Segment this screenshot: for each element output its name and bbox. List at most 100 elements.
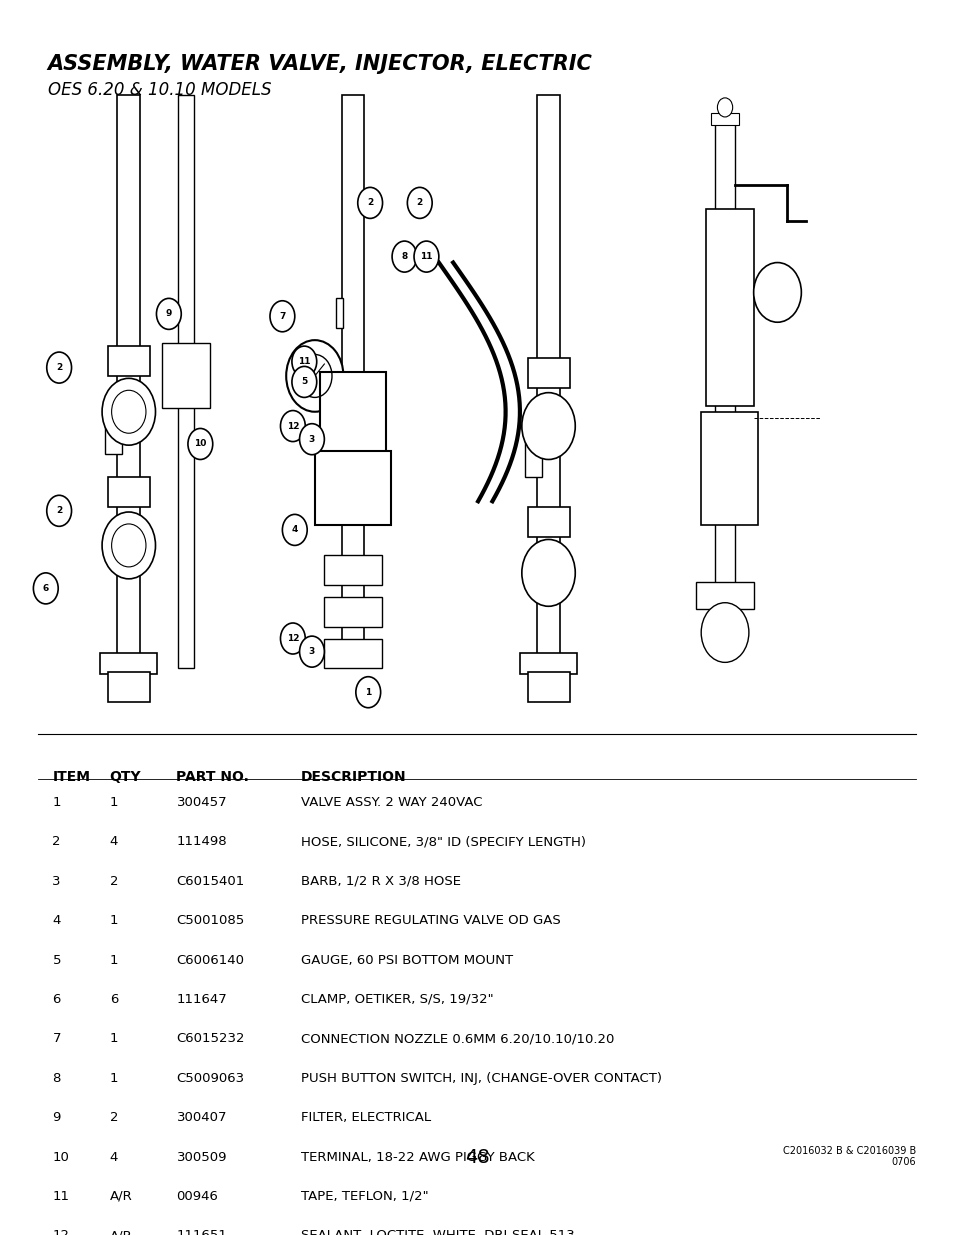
Text: 2: 2 bbox=[110, 1112, 118, 1124]
Circle shape bbox=[286, 340, 343, 411]
Bar bbox=[324, 555, 381, 585]
Text: 2: 2 bbox=[367, 199, 373, 207]
Text: 7: 7 bbox=[279, 311, 285, 321]
Text: A/R: A/R bbox=[110, 1189, 132, 1203]
Text: HOSE, SILICONE, 3/8" ID (SPECIFY LENGTH): HOSE, SILICONE, 3/8" ID (SPECIFY LENGTH) bbox=[300, 835, 585, 848]
Text: 48: 48 bbox=[464, 1149, 489, 1167]
Circle shape bbox=[47, 352, 71, 383]
Circle shape bbox=[700, 603, 748, 662]
Bar bbox=[108, 672, 150, 701]
Text: 6: 6 bbox=[52, 993, 61, 1007]
Text: ASSEMBLY, WATER VALVE, INJECTOR, ELECTRIC: ASSEMBLY, WATER VALVE, INJECTOR, ELECTRI… bbox=[48, 53, 592, 74]
Text: 3: 3 bbox=[309, 647, 314, 656]
Bar bbox=[537, 95, 559, 668]
Bar bbox=[314, 451, 391, 525]
Text: TAPE, TEFLON, 1/2": TAPE, TEFLON, 1/2" bbox=[300, 1189, 428, 1203]
Circle shape bbox=[102, 513, 155, 579]
Circle shape bbox=[392, 241, 416, 272]
Circle shape bbox=[156, 299, 181, 330]
Text: 3: 3 bbox=[52, 874, 61, 888]
Bar bbox=[341, 95, 364, 668]
Text: CLAMP, OETIKER, S/S, 19/32": CLAMP, OETIKER, S/S, 19/32" bbox=[300, 993, 493, 1007]
Text: 1: 1 bbox=[52, 797, 61, 809]
Text: C6006140: C6006140 bbox=[176, 953, 244, 967]
Text: PART NO.: PART NO. bbox=[176, 769, 249, 784]
Text: 2: 2 bbox=[110, 874, 118, 888]
Circle shape bbox=[407, 188, 432, 219]
Circle shape bbox=[357, 188, 382, 219]
Text: 1: 1 bbox=[110, 1032, 118, 1045]
Text: 2: 2 bbox=[56, 506, 62, 515]
Text: SEALANT, LOCTITE, WHITE, DRI-SEAL 513: SEALANT, LOCTITE, WHITE, DRI-SEAL 513 bbox=[300, 1229, 574, 1235]
Circle shape bbox=[282, 515, 307, 546]
Text: VALVE ASSY. 2 WAY 240VAC: VALVE ASSY. 2 WAY 240VAC bbox=[300, 797, 481, 809]
Text: C6015401: C6015401 bbox=[176, 874, 245, 888]
Text: GAUGE, 60 PSI BOTTOM MOUNT: GAUGE, 60 PSI BOTTOM MOUNT bbox=[300, 953, 512, 967]
Text: 300407: 300407 bbox=[176, 1112, 227, 1124]
Text: 3: 3 bbox=[309, 435, 314, 443]
Text: 1: 1 bbox=[110, 797, 118, 809]
Text: OES 6.20 & 10.10 MODELS: OES 6.20 & 10.10 MODELS bbox=[48, 82, 271, 99]
Text: 12: 12 bbox=[52, 1229, 70, 1235]
Text: CONNECTION NOZZLE 0.6MM 6.20/10.10/10.20: CONNECTION NOZZLE 0.6MM 6.20/10.10/10.20 bbox=[300, 1032, 613, 1045]
Bar bbox=[527, 672, 569, 701]
Text: 8: 8 bbox=[52, 1072, 61, 1084]
Text: 111651: 111651 bbox=[176, 1229, 227, 1235]
Circle shape bbox=[270, 301, 294, 332]
Text: 10: 10 bbox=[194, 440, 206, 448]
Text: 9: 9 bbox=[166, 310, 172, 319]
Text: 300457: 300457 bbox=[176, 797, 227, 809]
Text: 6: 6 bbox=[43, 584, 49, 593]
Circle shape bbox=[521, 393, 575, 459]
Text: C5009063: C5009063 bbox=[176, 1072, 244, 1084]
Bar bbox=[527, 358, 569, 388]
Bar bbox=[108, 346, 150, 375]
Circle shape bbox=[280, 622, 305, 655]
Text: 2: 2 bbox=[416, 199, 422, 207]
Text: 10: 10 bbox=[52, 1151, 70, 1163]
Text: 4: 4 bbox=[110, 1151, 118, 1163]
Text: 2: 2 bbox=[52, 835, 61, 848]
Text: 11: 11 bbox=[52, 1189, 70, 1203]
Bar bbox=[324, 597, 381, 626]
Text: QTY: QTY bbox=[110, 769, 141, 784]
Bar bbox=[178, 95, 193, 668]
Text: 1: 1 bbox=[110, 914, 118, 927]
Bar bbox=[335, 299, 343, 329]
Text: 9: 9 bbox=[52, 1112, 61, 1124]
Circle shape bbox=[280, 410, 305, 442]
Text: DESCRIPTION: DESCRIPTION bbox=[300, 769, 406, 784]
Circle shape bbox=[102, 378, 155, 445]
Text: PUSH BUTTON SWITCH, INJ, (CHANGE-OVER CONTACT): PUSH BUTTON SWITCH, INJ, (CHANGE-OVER CO… bbox=[300, 1072, 660, 1084]
Circle shape bbox=[33, 573, 58, 604]
Circle shape bbox=[299, 636, 324, 667]
Circle shape bbox=[292, 346, 316, 377]
Bar bbox=[105, 406, 122, 453]
Text: C5001085: C5001085 bbox=[176, 914, 245, 927]
Bar bbox=[715, 120, 734, 609]
Text: 00946: 00946 bbox=[176, 1189, 218, 1203]
Bar bbox=[100, 653, 157, 674]
Text: 5: 5 bbox=[52, 953, 61, 967]
Bar bbox=[705, 209, 753, 406]
Text: 11: 11 bbox=[297, 357, 311, 366]
Circle shape bbox=[299, 424, 324, 454]
Bar bbox=[319, 373, 386, 453]
Circle shape bbox=[414, 241, 438, 272]
Text: 6: 6 bbox=[110, 993, 118, 1007]
Circle shape bbox=[355, 677, 380, 708]
Text: ITEM: ITEM bbox=[52, 769, 91, 784]
Text: 7: 7 bbox=[52, 1032, 61, 1045]
Text: 4: 4 bbox=[110, 835, 118, 848]
Text: C2016032 B & C2016039 B
0706: C2016032 B & C2016039 B 0706 bbox=[781, 1146, 915, 1167]
Bar bbox=[527, 508, 569, 537]
Bar bbox=[524, 424, 541, 478]
Text: 4: 4 bbox=[292, 525, 297, 535]
Text: C6015232: C6015232 bbox=[176, 1032, 245, 1045]
Text: 4: 4 bbox=[52, 914, 61, 927]
Bar bbox=[324, 638, 381, 668]
Bar bbox=[710, 114, 739, 125]
Text: 8: 8 bbox=[401, 252, 407, 261]
Text: 1: 1 bbox=[110, 953, 118, 967]
Circle shape bbox=[717, 98, 732, 117]
